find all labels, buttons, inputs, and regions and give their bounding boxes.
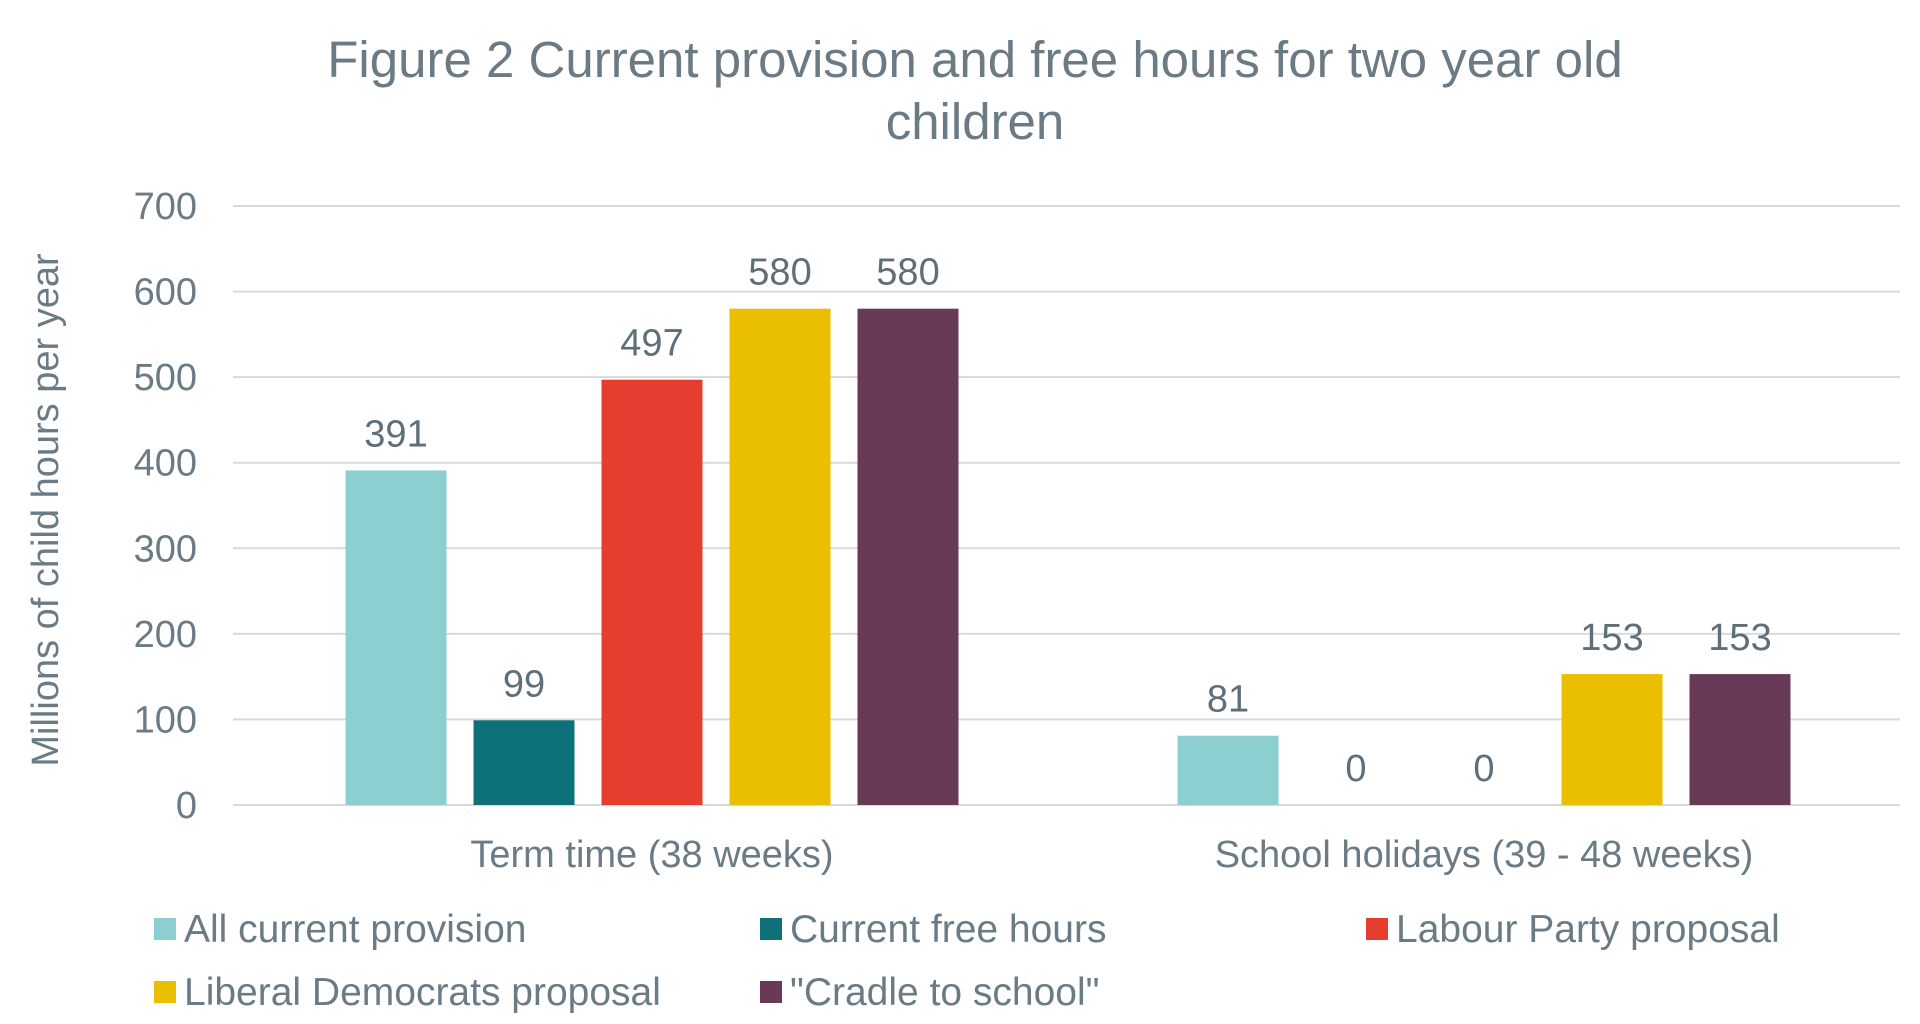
legend-swatch bbox=[760, 918, 782, 940]
chart-title: Figure 2 Current provision and free hour… bbox=[327, 31, 1622, 150]
category-label: School holidays (39 - 48 weeks) bbox=[1215, 834, 1754, 876]
y-tick-label: 100 bbox=[134, 699, 197, 741]
chart-title-line: children bbox=[886, 93, 1065, 150]
legend-label: All current provision bbox=[184, 908, 526, 951]
bar bbox=[729, 308, 831, 805]
data-label: 497 bbox=[620, 323, 683, 365]
legend-label: Current free hours bbox=[790, 908, 1106, 951]
y-tick-label: 400 bbox=[134, 443, 197, 485]
legend-swatch bbox=[760, 981, 782, 1003]
y-tick-label: 600 bbox=[134, 272, 197, 314]
x-axis-categories: Term time (38 weeks) School holidays (39 … bbox=[470, 834, 1753, 876]
bar bbox=[345, 470, 447, 805]
legend-swatch bbox=[154, 981, 176, 1003]
bar bbox=[857, 308, 959, 805]
gridlines bbox=[233, 205, 1900, 806]
data-label: 153 bbox=[1708, 617, 1771, 659]
data-label: 0 bbox=[1473, 748, 1494, 790]
y-tick-label: 500 bbox=[134, 357, 197, 399]
data-label: 391 bbox=[364, 413, 427, 455]
data-label: 580 bbox=[876, 252, 939, 294]
legend-label: Liberal Democrats proposal bbox=[184, 971, 661, 1014]
y-tick-label: 700 bbox=[134, 186, 197, 228]
bar bbox=[1689, 674, 1791, 805]
bar bbox=[1177, 735, 1279, 805]
legend-swatch bbox=[1366, 918, 1388, 940]
legend: All current provision Current free hours L… bbox=[154, 908, 1780, 1014]
data-label: 153 bbox=[1580, 617, 1643, 659]
data-labels: 391 99 497 580 580 81 0 0 153 153 bbox=[364, 252, 1771, 790]
data-label: 0 bbox=[1345, 748, 1366, 790]
legend-label: "Cradle to school" bbox=[790, 971, 1100, 1014]
chart-title-line: Figure 2 Current provision and free hour… bbox=[327, 31, 1622, 88]
y-tick-label: 200 bbox=[134, 614, 197, 656]
bars bbox=[345, 308, 1791, 805]
bar bbox=[601, 379, 703, 805]
y-tick-label: 0 bbox=[176, 785, 197, 827]
y-tick-label: 300 bbox=[134, 528, 197, 570]
data-label: 99 bbox=[503, 663, 545, 705]
y-axis-label: Millions of child hours per year bbox=[25, 253, 67, 767]
y-axis-ticks: 0 100 200 300 400 500 600 700 bbox=[134, 186, 197, 827]
bar bbox=[473, 720, 575, 805]
category-label: Term time (38 weeks) bbox=[470, 834, 833, 876]
data-label: 580 bbox=[748, 252, 811, 294]
data-label: 81 bbox=[1207, 679, 1249, 721]
legend-swatch bbox=[154, 918, 176, 940]
legend-label: Labour Party proposal bbox=[1396, 908, 1780, 951]
bar bbox=[1561, 674, 1663, 805]
